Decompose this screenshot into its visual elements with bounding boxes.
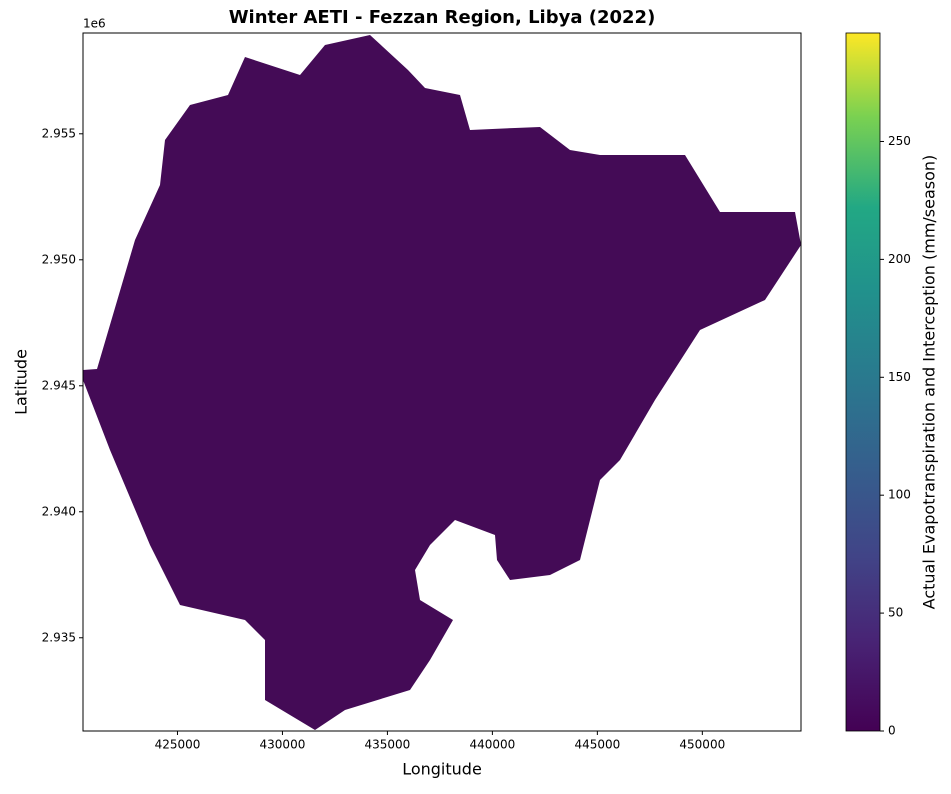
x-tick-label: 440000 [469,738,515,752]
x-tick-label: 435000 [365,738,411,752]
colorbar-tick-label: 250 [888,134,911,148]
colorbar-tick-label: 150 [888,370,911,384]
x-tick-label: 425000 [155,738,201,752]
x-tick-label: 445000 [574,738,620,752]
y-offset-label: 1e6 [83,17,106,31]
y-tick-label: 2.955 [42,126,76,140]
y-tick-label: 2.950 [42,252,76,266]
colorbar-label: Actual Evapotranspiration and Intercepti… [920,155,939,610]
chart-title: Winter AETI - Fezzan Region, Libya (2022… [229,7,656,28]
colorbar-tick-label: 0 [888,724,896,738]
x-axis-label: Longitude [402,760,482,779]
region [83,35,801,730]
plot-frame [82,32,802,732]
y-tick-label: 2.940 [42,504,76,518]
colorbar-tick-label: 50 [888,606,903,620]
colorbar-tick-label: 100 [888,488,911,502]
x-tick-label: 450000 [679,738,725,752]
y-tick-label: 2.945 [42,378,76,392]
y-tick-label: 2.935 [42,630,76,644]
x-tick-label: 430000 [260,738,306,752]
colorbar-tick-label: 200 [888,252,911,266]
y-axis-label: Latitude [12,349,31,415]
colorbar [845,32,881,732]
